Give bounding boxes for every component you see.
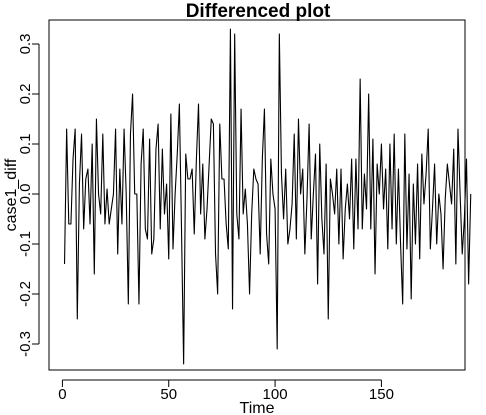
data-layer	[63, 28, 472, 365]
y-tick-label: -0.2	[17, 281, 34, 307]
y-tick-label: 0.1	[17, 134, 34, 155]
series-line	[63, 28, 472, 365]
y-tick-label: 0.0	[17, 184, 34, 205]
y-tick-label: 0.3	[17, 34, 34, 55]
x-tick-label: 50	[160, 386, 177, 403]
y-tick-label: 0.2	[17, 84, 34, 105]
x-tick-label: 100	[263, 386, 288, 403]
y-axis: -0.3 -0.2 -0.1 0.0 0.1 0.2 0.3	[17, 34, 40, 357]
y-tick-label: -0.3	[17, 331, 34, 357]
y-tick-label: -0.1	[17, 231, 34, 257]
chart-title: Differenced plot	[186, 1, 331, 22]
y-axis-label: case1_diff	[3, 158, 20, 231]
x-axis-label: Time	[240, 400, 275, 415]
x-tick-label: 0	[58, 386, 66, 403]
x-axis: 0 50 100 150	[58, 379, 394, 403]
x-tick-label: 150	[369, 386, 394, 403]
